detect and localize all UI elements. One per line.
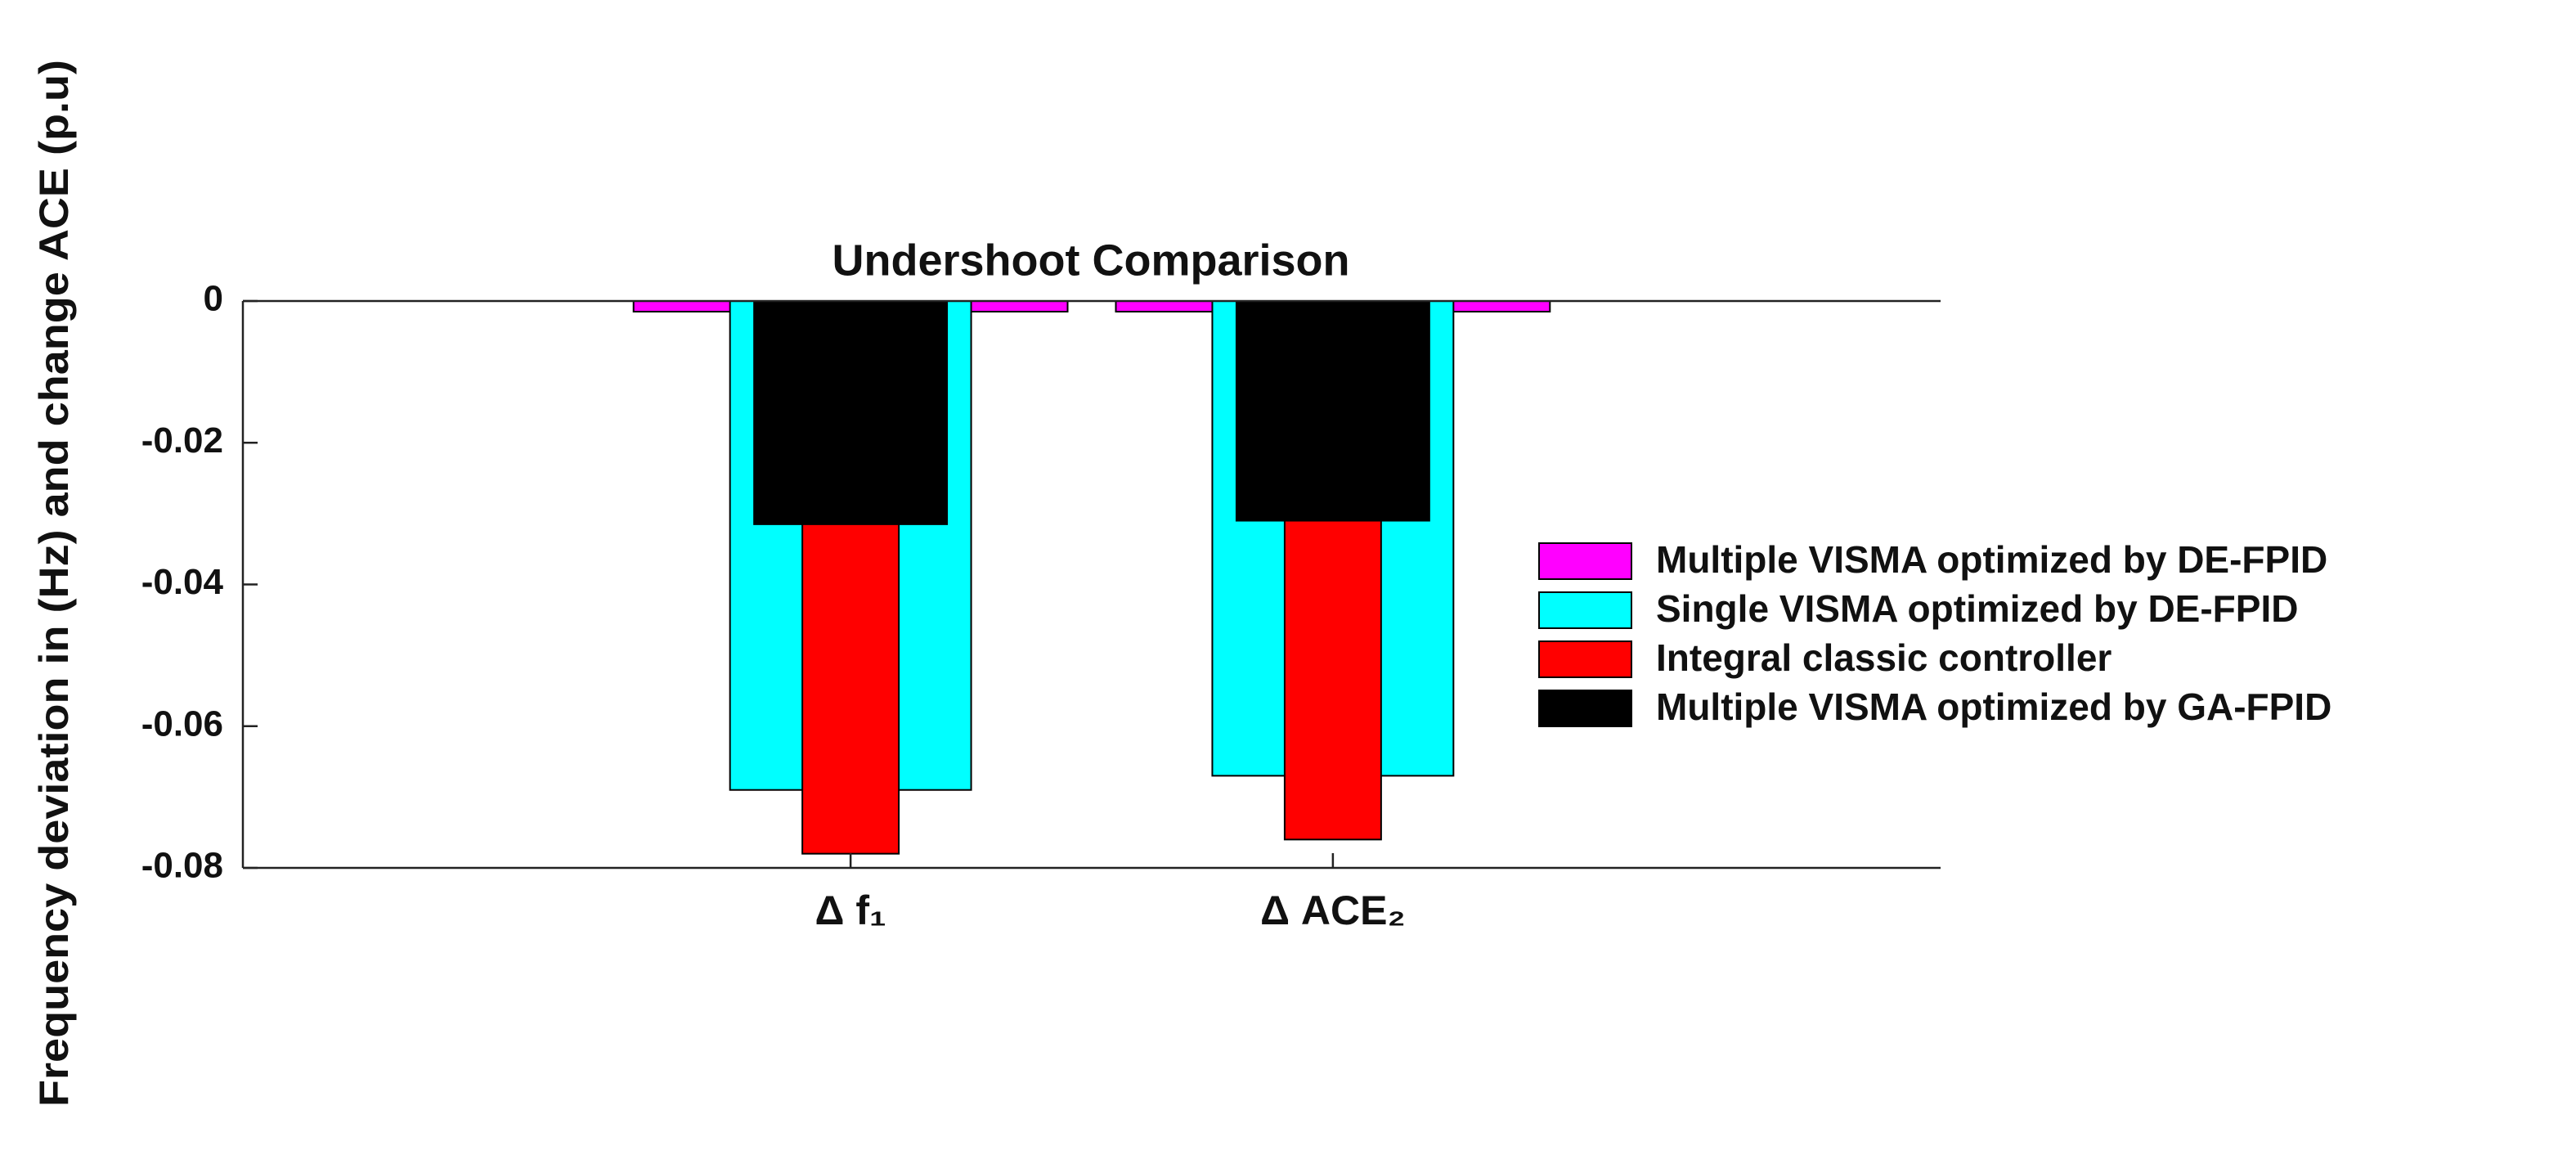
legend-label: Integral classic controller xyxy=(1656,636,2112,679)
x-tick-label: Δ ACE₂ xyxy=(1260,888,1406,933)
x-tick-label: Δ f₁ xyxy=(815,888,886,933)
legend-swatch xyxy=(1538,542,1632,580)
y-tick-label: -0.08 xyxy=(141,846,223,886)
legend-label: Multiple VISMA optimized by DE-FPID xyxy=(1656,538,2327,581)
legend-swatch xyxy=(1538,640,1632,678)
y-axis-label: Frequency deviation in (Hz) and change A… xyxy=(31,60,77,1107)
y-tick-label: -0.06 xyxy=(141,703,223,744)
y-tick-label: -0.02 xyxy=(141,420,223,461)
y-tick-label: 0 xyxy=(204,279,223,319)
bar xyxy=(1235,300,1430,522)
legend-swatch xyxy=(1538,690,1632,727)
legend-label: Multiple VISMA optimized by GA-FPID xyxy=(1656,685,2331,728)
bar xyxy=(753,300,949,525)
chart-title: Undershoot Comparison xyxy=(832,236,1349,285)
y-tick-label: -0.04 xyxy=(141,562,224,602)
legend-swatch xyxy=(1538,591,1632,629)
legend-label: Single VISMA optimized by DE-FPID xyxy=(1656,587,2298,630)
